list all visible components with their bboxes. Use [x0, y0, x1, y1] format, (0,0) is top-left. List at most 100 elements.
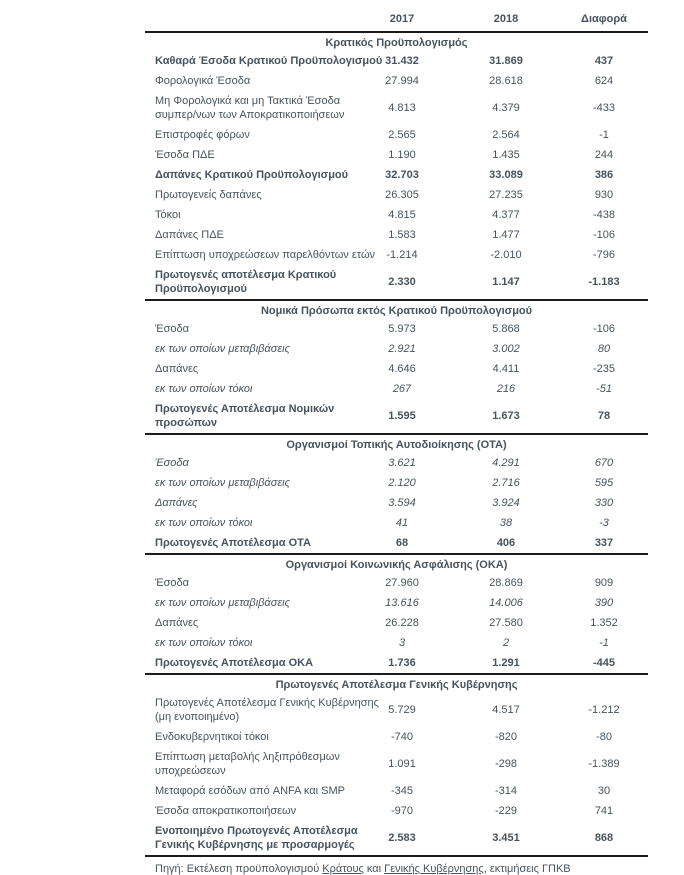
table-section: Νομικά Πρόσωπα εκτός Κρατικού Προϋπολογι… — [145, 301, 648, 435]
row-label: Ενδοκυβερνητικοί τόκοι — [145, 727, 352, 747]
table-row: εκ των οποίων τόκοι 41 38 -3 — [145, 513, 648, 533]
row-label-line1: Δαπάνες — [155, 497, 198, 509]
value-2017: 5.729 — [388, 704, 416, 716]
value-diff: 80 — [597, 343, 611, 355]
value-2018: 1.435 — [492, 149, 520, 161]
row-label-line1: Πρωτογενές Αποτέλεσμα ΟΤΑ — [155, 537, 312, 549]
table-row: Πρωτογενές Αποτέλεσμα ΟΤΑ 68 406 337 — [145, 533, 648, 553]
value-diff: -1 — [599, 637, 609, 649]
row-label: εκ των οποίων μεταβιβάσεις — [145, 593, 352, 613]
value-2017: -1.214 — [386, 249, 418, 261]
value-2017: 4.813 — [388, 102, 416, 114]
row-label: εκ των οποίων τόκοι — [145, 513, 352, 533]
value-2018: 1.291 — [492, 657, 520, 669]
column-header-row: 2017 2018 Διαφορά — [145, 8, 648, 33]
value-2018: 33.089 — [489, 169, 523, 181]
row-label: εκ των οποίων μεταβιβάσεις — [145, 473, 352, 493]
row-label-line1: εκ των οποίων μεταβιβάσεις — [155, 343, 290, 355]
row-label-line1: Πρωτογενές αποτέλεσμα Κρατικού — [155, 269, 337, 281]
value-diff: 78 — [597, 410, 611, 422]
row-label: Επίπτωση μεταβολής ληξιπρόθεσμων υποχρεώ… — [145, 747, 352, 781]
value-2018: -2.010 — [490, 249, 522, 261]
row-label-line1: Έσοδα αποκρατικοποιήσεων — [155, 805, 297, 817]
row-label-line1: Έσοδα — [155, 577, 190, 589]
value-2017: 4.815 — [388, 209, 416, 221]
value-diff: -1.389 — [588, 758, 620, 770]
value-2018: 14.006 — [489, 597, 523, 609]
table-row: Δαπάνες 26.228 27.580 1.352 — [145, 613, 648, 633]
table-row: εκ των οποίων μεταβιβάσεις 13.616 14.006… — [145, 593, 648, 613]
row-label-line1: Έσοδα — [155, 323, 190, 335]
row-label: Μεταφορά εσόδων από ANFA και SMP — [145, 781, 352, 801]
value-diff: 390 — [594, 597, 614, 609]
value-2017: 3 — [398, 637, 406, 649]
row-label: εκ των οποίων τόκοι — [145, 633, 352, 653]
row-label: Επιστροφές φόρων — [145, 125, 352, 145]
value-diff: 386 — [594, 169, 614, 181]
table-row: Έσοδα 27.960 28.869 909 — [145, 573, 648, 593]
row-label: Δαπάνες — [145, 493, 352, 513]
value-2018: 27.580 — [489, 617, 523, 629]
table-row: Επιστροφές φόρων 2.565 2.564 -1 — [145, 125, 648, 145]
value-diff: -1 — [599, 129, 609, 141]
value-diff: 595 — [594, 477, 614, 489]
row-label-line1: Πρωτογενές Αποτέλεσμα ΟΚΑ — [155, 657, 314, 669]
source-link-state-budget[interactable]: Κράτους — [322, 863, 364, 875]
row-label: Επίπτωση υποχρεώσεων παρελθόντων ετών — [145, 245, 375, 265]
row-label-line1: Ενδοκυβερνητικοί τόκοι — [155, 731, 269, 743]
source-note-suffix: , εκτιμήσεις ΓΠΚΒ — [483, 863, 571, 875]
value-2017: 1.190 — [388, 149, 416, 161]
table-section: Κρατικός Προϋπολογισμός Καθαρά Έσοδα Κρα… — [145, 33, 648, 301]
value-2017: 5.973 — [388, 323, 416, 335]
value-2017: 27.960 — [385, 577, 419, 589]
value-2017: 2.583 — [388, 832, 416, 844]
row-label-line1: εκ των οποίων μεταβιβάσεις — [155, 597, 290, 609]
value-2017: -345 — [390, 785, 414, 797]
row-label-line1: Μεταφορά εσόδων από ANFA και SMP — [155, 785, 345, 797]
row-label-line1: εκ των οποίων τόκοι — [155, 637, 253, 649]
row-label: Μη Φορολογικά και μη Τακτικά Έσοδα συμπε… — [145, 91, 352, 125]
row-label-line2: υποχρεώσεων — [155, 765, 226, 777]
value-diff: 337 — [594, 537, 614, 549]
row-label-line2: Γενικής Κυβέρνησης με προσαρμογές — [155, 839, 355, 851]
row-label-line1: εκ των οποίων τόκοι — [155, 383, 253, 395]
source-link-general-government[interactable]: Γενικής Κυβέρνησης — [384, 863, 484, 875]
value-2018: -229 — [494, 805, 518, 817]
section-title: Πρωτογενές Αποτέλεσμα Γενικής Κυβέρνησης — [275, 679, 518, 691]
row-label-line1: Έσοδα — [155, 457, 189, 469]
value-diff: 30 — [597, 785, 611, 797]
row-label: Ενοποιημένο Πρωτογενές Αποτέλεσμα Γενική… — [145, 821, 358, 855]
table-row: Ενδοκυβερνητικοί τόκοι -740 -820 -80 — [145, 727, 648, 747]
row-label: Δαπάνες — [145, 359, 352, 379]
value-2018: 4.291 — [492, 457, 520, 469]
value-2017: 1.091 — [388, 758, 416, 770]
value-2017: 1.583 — [388, 229, 416, 241]
row-label: Πρωτογενές Αποτέλεσμα ΟΚΑ — [145, 653, 352, 673]
row-label-line2: συμπερ/νων των Αποκρατικοποιήσεων — [155, 109, 345, 121]
value-2017: 32.703 — [385, 169, 419, 181]
value-diff: -438 — [592, 209, 616, 221]
table-row: Πρωτογενές Αποτέλεσμα Γενικής Κυβέρνησης… — [145, 693, 648, 727]
value-2018: 28.869 — [489, 577, 523, 589]
table-row: Πρωτογενές Αποτέλεσμα Νομικών προσώπων 1… — [145, 399, 648, 433]
value-2018: 406 — [496, 537, 516, 549]
value-2018: 3.002 — [492, 343, 520, 355]
row-label: Δαπάνες ΠΔΕ — [145, 225, 352, 245]
column-header-2018: 2018 — [493, 12, 519, 25]
value-2018: 1.147 — [492, 276, 520, 288]
table-row: Ενοποιημένο Πρωτογενές Αποτέλεσμα Γενική… — [145, 821, 648, 855]
row-label-line2: προσώπων — [155, 417, 217, 429]
value-diff: -3 — [599, 517, 609, 529]
value-2017: -740 — [390, 731, 414, 743]
table-row: Δαπάνες 3.594 3.924 330 — [145, 493, 648, 513]
value-2017: 68 — [395, 537, 409, 549]
value-2017: 2.120 — [388, 477, 416, 489]
value-diff: 437 — [594, 55, 614, 67]
row-label: Δαπάνες — [145, 613, 352, 633]
table-row: Τόκοι 4.815 4.377 -438 — [145, 205, 648, 225]
value-2018: 3.451 — [492, 832, 520, 844]
table-row: Καθαρά Έσοδα Κρατικού Προϋπολογισμού 31.… — [145, 51, 648, 71]
column-header-spacer — [145, 17, 352, 23]
table-row: Φορολογικά Έσοδα 27.994 28.618 624 — [145, 71, 648, 91]
row-label-line1: Πρωτογενές Αποτέλεσμα Νομικών — [155, 403, 335, 415]
